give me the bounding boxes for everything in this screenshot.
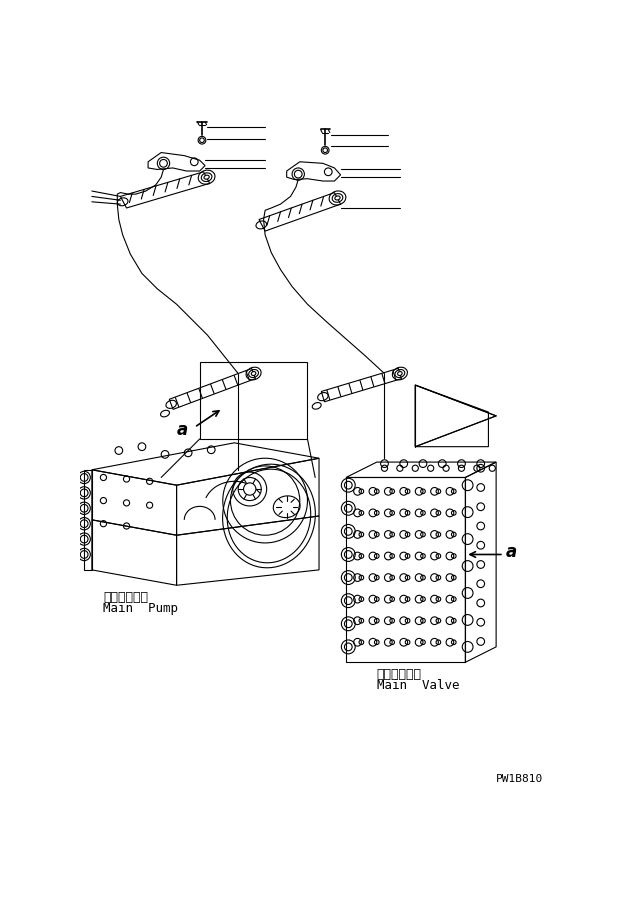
Ellipse shape (335, 196, 340, 200)
Ellipse shape (398, 371, 402, 376)
Text: a: a (176, 421, 188, 439)
Ellipse shape (251, 371, 256, 376)
Text: メインポンプ: メインポンプ (103, 591, 149, 604)
Bar (200, 362, 307, 439)
Text: a: a (506, 543, 517, 561)
Text: Main  Valve: Main Valve (377, 680, 459, 692)
Text: PW1B810: PW1B810 (496, 774, 543, 784)
Ellipse shape (204, 175, 209, 179)
Text: Main  Pump: Main Pump (103, 602, 178, 615)
Circle shape (244, 483, 256, 495)
Text: メインバルブ: メインバルブ (377, 668, 421, 681)
